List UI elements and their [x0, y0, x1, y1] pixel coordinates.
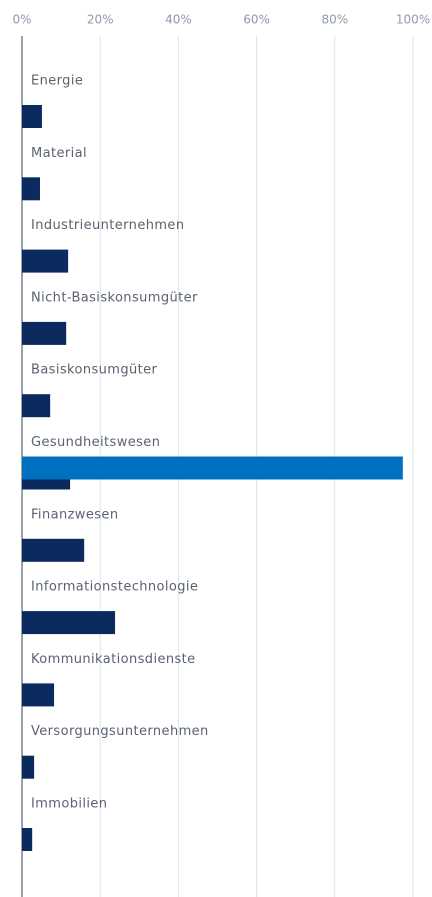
- bar: [22, 538, 85, 562]
- category-label: Nicht-Basiskonsumgüter: [31, 290, 198, 305]
- category-label: Versorgungsunternehmen: [31, 724, 209, 739]
- category-label: Immobilien: [31, 797, 107, 812]
- x-tick-label: 0%: [12, 13, 31, 27]
- category-label: Industrieunternehmen: [31, 218, 184, 233]
- category-label: Gesundheitswesen: [31, 435, 160, 450]
- bar: [22, 177, 40, 201]
- category-label: Energie: [31, 74, 83, 89]
- bar: [22, 105, 42, 128]
- category-label: Basiskonsumgüter: [31, 363, 158, 378]
- x-tick-label: 60%: [243, 13, 270, 27]
- category-label: Material: [31, 146, 87, 161]
- category-label: Kommunikationsdienste: [31, 652, 196, 667]
- bar: [22, 683, 55, 707]
- x-tick-label: 20%: [87, 13, 114, 27]
- x-tick-label: 100%: [396, 13, 430, 27]
- x-tick-label: 40%: [165, 13, 192, 27]
- category-label: Finanzwesen: [31, 507, 118, 522]
- category-label: Informationstechnologie: [31, 580, 198, 595]
- bar: [22, 249, 69, 273]
- bar: [22, 456, 403, 480]
- bar: [22, 828, 33, 851]
- bar: [22, 321, 67, 345]
- bar: [22, 755, 35, 779]
- bar: [22, 394, 51, 418]
- x-tick-label: 80%: [321, 13, 348, 27]
- bar: [22, 611, 116, 635]
